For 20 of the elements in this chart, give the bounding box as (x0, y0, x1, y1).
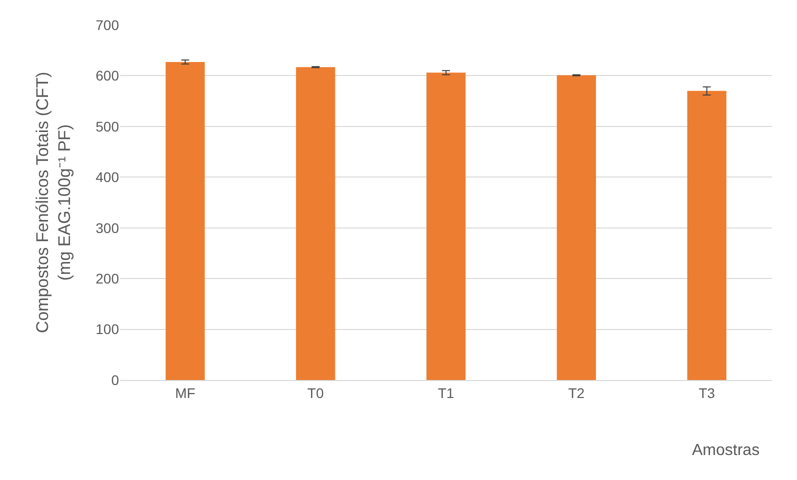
y-tick-label: 600 (96, 68, 120, 84)
bar (166, 62, 205, 380)
y-tick-label: 100 (96, 321, 120, 338)
x-tick-label: T2 (568, 384, 585, 401)
y-tick-label: 700 (96, 16, 120, 33)
bar (426, 72, 466, 380)
bar (556, 75, 596, 380)
x-tick-label: MF (175, 384, 196, 401)
x-tick-label: T1 (438, 384, 454, 401)
y-tick-label: 300 (96, 220, 120, 236)
x-axis-title: Amostras (692, 442, 760, 459)
bar (687, 90, 726, 380)
x-tick-label: T3 (698, 384, 716, 401)
bar (296, 67, 336, 380)
y-axis-title: Compostos Fenólicos Totais (CFT) (mg EAG.100g⁻¹ PF) (33, 72, 74, 334)
y-tick-label: 200 (96, 270, 120, 286)
y-tick-label: 500 (96, 118, 120, 134)
y-tick-label: 400 (96, 169, 120, 186)
y-tick-label: 0 (111, 372, 120, 388)
x-tick-label: T0 (307, 384, 324, 401)
